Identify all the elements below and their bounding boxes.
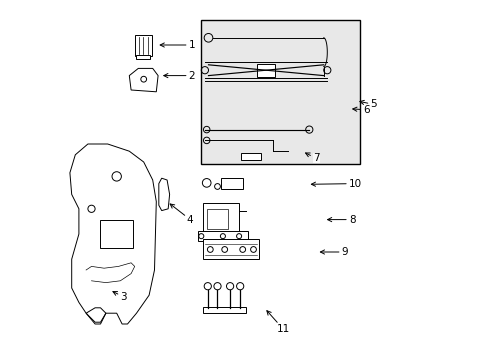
Bar (136, 55, 150, 59)
Bar (241, 153, 260, 160)
Text: 11: 11 (266, 311, 289, 334)
Bar (101, 220, 133, 248)
Text: 1: 1 (160, 40, 195, 50)
Text: 3: 3 (113, 292, 127, 302)
Bar (201, 20, 359, 164)
Text: 2: 2 (163, 71, 195, 81)
Bar (203, 239, 258, 259)
Text: 5: 5 (359, 99, 376, 109)
Bar (203, 307, 246, 313)
Bar (221, 178, 242, 189)
Text: 9: 9 (320, 247, 347, 257)
Bar (203, 203, 239, 232)
Text: 10: 10 (311, 179, 361, 189)
Text: 7: 7 (305, 153, 319, 163)
Bar (134, 35, 152, 56)
Text: 6: 6 (352, 105, 369, 115)
Text: 8: 8 (327, 215, 355, 225)
Bar (197, 231, 247, 241)
Text: 4: 4 (170, 204, 193, 225)
Bar (257, 64, 275, 77)
Bar (206, 209, 228, 229)
